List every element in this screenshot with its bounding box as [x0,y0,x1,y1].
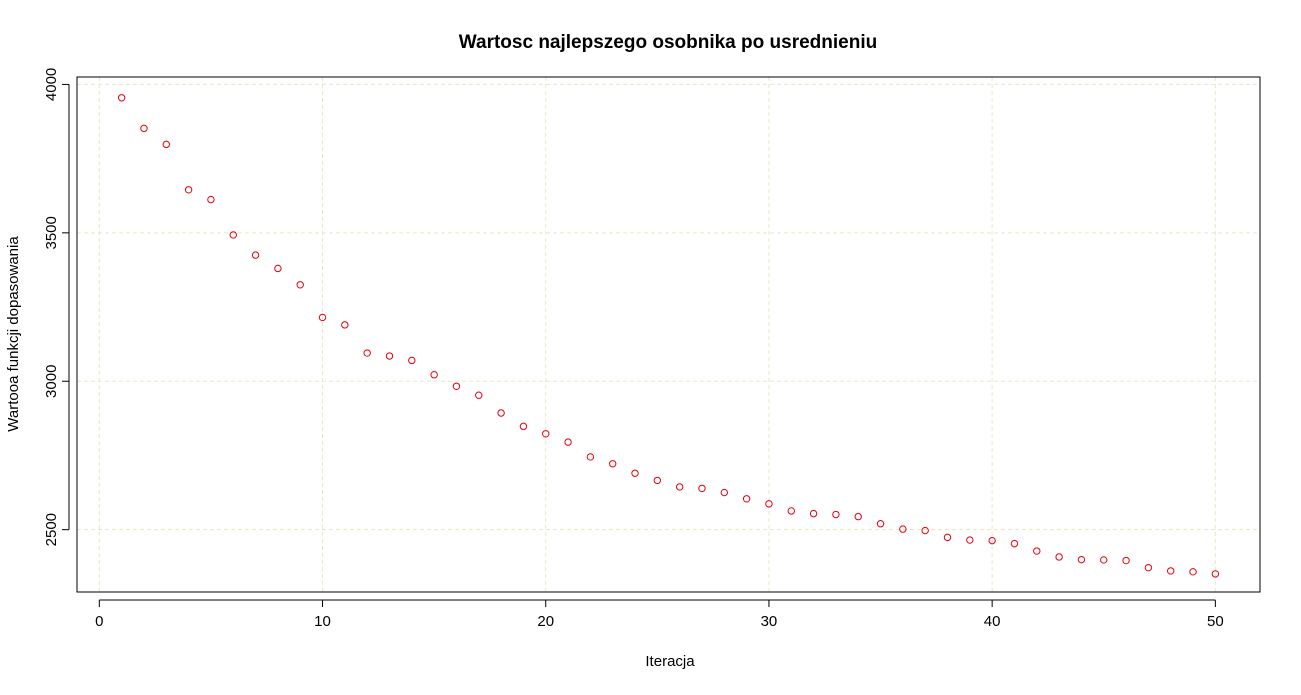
data-point [653,476,662,485]
data-point [117,94,126,102]
data-point [832,510,840,519]
data-point [229,231,237,239]
y-tick-label: 4000 [43,68,60,101]
data-point [408,356,416,365]
data-point [140,124,148,133]
data-point [988,536,996,545]
data-point [720,488,729,497]
data-point [809,509,818,518]
x-tick-label: 30 [761,613,778,630]
data-point [1211,570,1220,578]
data-point [854,512,862,521]
data-point [430,371,438,379]
grid [77,77,1260,592]
data-point [966,536,974,544]
x-tick-label: 20 [537,613,554,630]
data-point [385,352,394,360]
data-point [274,264,282,273]
data-point [675,483,684,491]
data-point [251,251,260,259]
data-point [787,507,795,515]
y-tick-label: 2500 [43,513,60,546]
data-point [586,453,595,461]
y-tick-label: 3500 [43,216,60,249]
data-point [207,195,215,204]
data-point [943,533,952,542]
data-point [452,382,461,390]
data-point [876,520,885,528]
data-point [341,321,349,329]
data-point [363,349,371,357]
x-tick-label: 0 [95,613,103,630]
x-axis: 0 10 20 30 40 50 [95,599,1224,630]
x-tick-label: 40 [984,613,1001,630]
data-point [184,186,193,194]
data-point [296,281,304,289]
chart-title: Wartosc najlepszego osobnika po usrednie… [459,32,877,53]
data-point [608,460,617,468]
data-point [1010,539,1019,548]
x-axis-label: Iteracja [645,653,695,670]
y-axis-label: Wartooa funkcji dopasowania [5,236,22,432]
data-point [162,140,170,149]
y-axis: 2500 3000 3500 4000 [43,68,70,546]
data-point [1189,568,1197,576]
x-tick-label: 10 [314,613,331,630]
data-point [742,495,751,503]
data-point [1144,563,1153,572]
data-point [1077,555,1086,564]
data-point [542,430,550,438]
data-point [497,409,505,417]
data-point [564,438,572,446]
data-point [1122,556,1130,565]
data-point [631,469,639,477]
data-point [921,526,929,535]
data-point [475,391,483,399]
data-point [1167,567,1175,575]
data-point [1100,556,1108,564]
data-point [899,525,907,533]
x-tick-label: 50 [1207,613,1224,630]
data-point [765,500,773,508]
data-point [519,422,528,431]
data-point [1033,547,1041,555]
data-point [1055,553,1063,561]
data-point [698,484,706,493]
y-tick-label: 3000 [43,365,60,398]
data-point [318,313,327,322]
plot-frame [76,76,1261,593]
data-points [117,94,1220,578]
